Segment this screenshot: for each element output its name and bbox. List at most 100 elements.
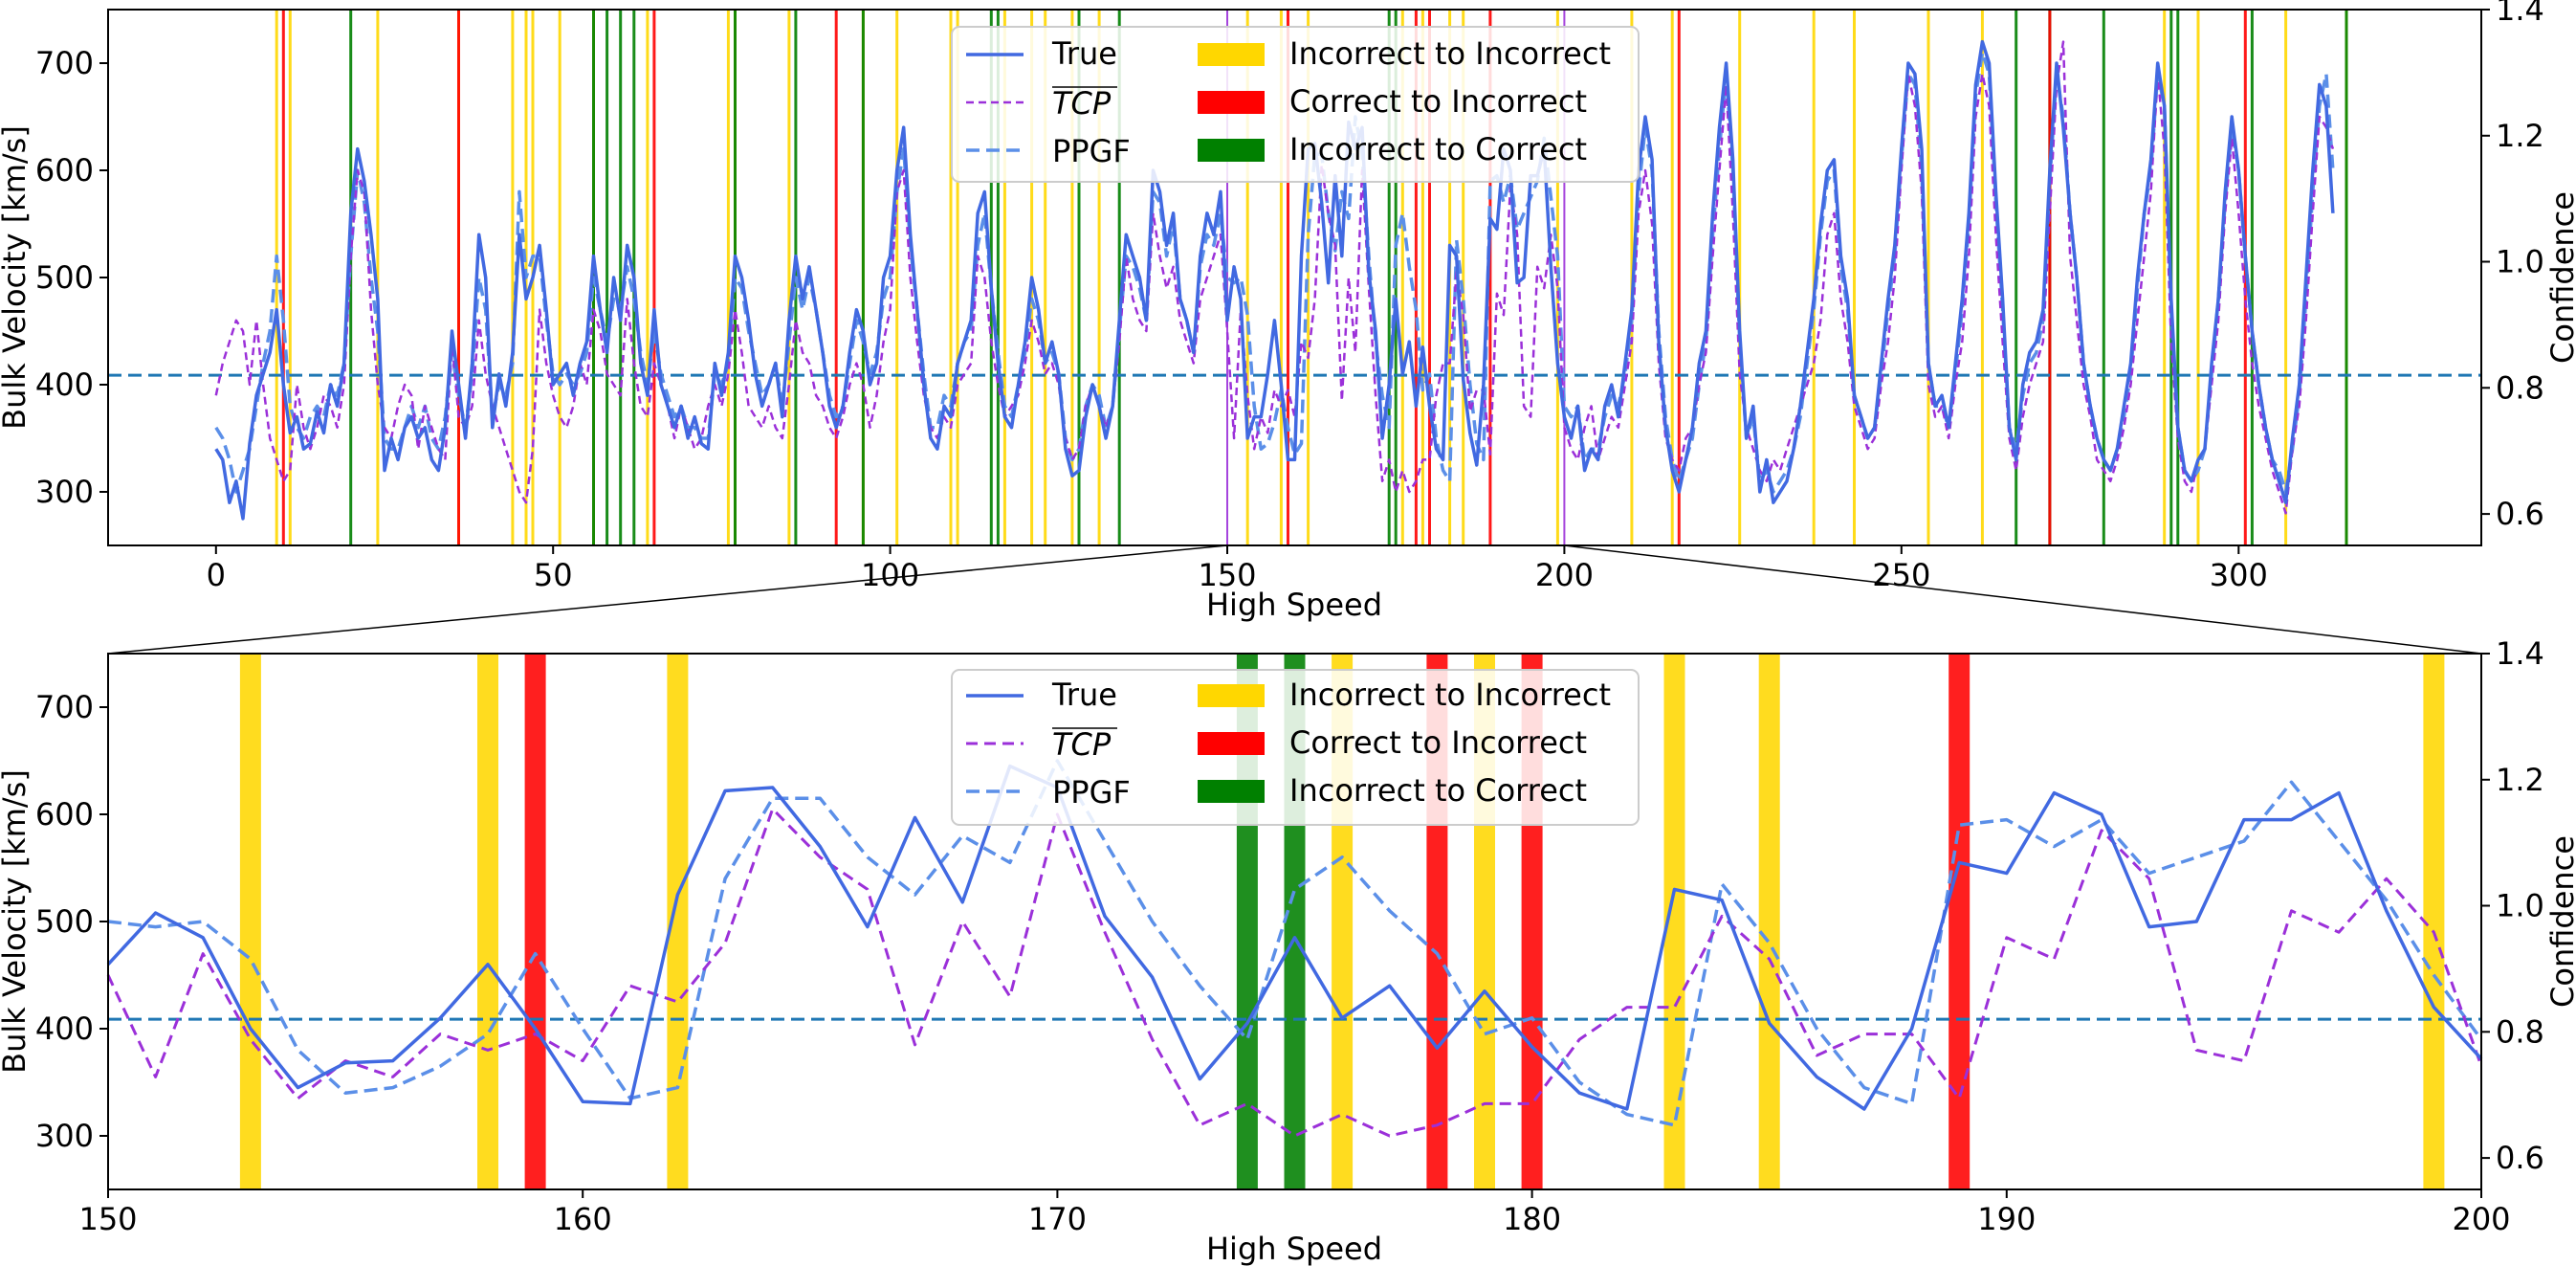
legend-swatch-yellow — [1198, 43, 1265, 66]
y-tick-label: 500 — [35, 903, 94, 940]
overview-y-axis-label: Bulk Velocity [km/s] — [0, 125, 33, 430]
y-tick-label: 300 — [35, 474, 94, 510]
y2-tick-label: 1.4 — [2496, 635, 2544, 672]
band-yellow — [1279, 10, 1283, 545]
band-red — [1428, 10, 1431, 545]
band-green — [1077, 10, 1081, 545]
y-tick-label: 400 — [35, 1011, 94, 1047]
band-yellow — [2196, 10, 2200, 545]
band-purple — [1563, 10, 1566, 545]
band-yellow — [726, 10, 730, 545]
band-red — [281, 10, 285, 545]
x-tick-label: 160 — [554, 1201, 612, 1237]
overview-legend: True TCP PPGF Incorrect to Incorrect Cor… — [951, 26, 1640, 183]
legend-label-true: True — [1051, 35, 1117, 72]
zoom-axes: 150 160 170 180 190 200 300 400 500 600 700 0.6 0.8 1… — [35, 635, 2544, 1237]
band-yellow — [956, 10, 959, 545]
x-tick-label: 0 — [207, 557, 226, 593]
overview-frame — [107, 9, 2482, 546]
band-yellow — [1420, 10, 1424, 545]
band-yellow — [376, 10, 380, 545]
y-tick-label: 600 — [35, 796, 94, 833]
band-green — [2015, 10, 2018, 545]
legend-label-red: Correct to Incorrect — [1289, 83, 1587, 120]
y-tick-label: 700 — [35, 689, 94, 725]
y2-tick-label: 0.6 — [2496, 1140, 2544, 1176]
band-yellow — [1307, 10, 1310, 545]
legend-label-green: Incorrect to Correct — [1289, 772, 1587, 809]
y-tick-label: 400 — [35, 366, 94, 403]
y2-tick-label: 0.8 — [2496, 1013, 2544, 1050]
series-line-tcp — [214, 40, 2335, 515]
x-tick-label: 50 — [534, 557, 573, 593]
overview-panel: 0 50 100 150 200 250 300 300 400 500 600 700 0.6 0.8 1… — [0, 0, 2576, 623]
series-line-ppgf — [107, 759, 2483, 1127]
zoom-y-axis-label: Bulk Velocity [km/s] — [0, 769, 33, 1074]
legend-label-ppgf: PPGF — [1052, 774, 1131, 811]
zoom-legend: True TCP PPGF Incorrect to Incorrect Cor… — [951, 669, 1640, 826]
band-red — [1949, 654, 1971, 1189]
overview-axes: 0 50 100 150 200 250 300 300 400 500 600 700 0.6 0.8 1… — [35, 0, 2544, 593]
legend-swatch-green — [1198, 139, 1265, 162]
band-red — [652, 10, 656, 545]
zoom-x-axis-label: High Speed — [1206, 1231, 1382, 1266]
y-tick-label: 700 — [35, 45, 94, 81]
zoom-series-lines — [106, 759, 2483, 1138]
band-yellow — [895, 10, 899, 545]
legend-label-yellow: Incorrect to Incorrect — [1289, 35, 1611, 72]
band-yellow — [667, 654, 689, 1189]
y2-tick-label: 1.2 — [2496, 118, 2544, 154]
band-green — [1387, 10, 1391, 545]
zoom-frame — [107, 653, 2482, 1190]
x-tick-label: 180 — [1503, 1201, 1561, 1237]
band-yellow — [1070, 10, 1074, 545]
legend-label-true: True — [1051, 677, 1117, 713]
x-tick-label: 200 — [2452, 1201, 2510, 1237]
band-yellow — [239, 654, 261, 1189]
zoom-y2-axis-label: Confidence — [2544, 835, 2576, 1008]
legend-box — [951, 26, 1640, 183]
band-yellow — [949, 10, 953, 545]
band-yellow — [477, 654, 498, 1189]
band-yellow — [2163, 10, 2167, 545]
band-yellow — [288, 10, 292, 545]
band-yellow — [1002, 10, 1006, 545]
x-tick-label: 150 — [1198, 557, 1256, 593]
band-yellow — [1663, 654, 1685, 1189]
band-green — [2102, 10, 2105, 545]
overview-x-axis-label: High Speed — [1206, 587, 1382, 623]
y2-tick-label: 1.4 — [2496, 0, 2544, 28]
series-line-true — [214, 39, 2335, 521]
y-tick-label: 500 — [35, 259, 94, 296]
y2-tick-label: 1.0 — [2496, 888, 2544, 924]
band-yellow — [1738, 10, 1742, 545]
x-tick-label: 150 — [78, 1201, 137, 1237]
band-red — [2048, 10, 2052, 545]
band-green — [605, 10, 609, 545]
band-yellow — [1980, 10, 1984, 545]
band-red — [1287, 10, 1289, 545]
series-line-tcp — [106, 807, 2483, 1138]
band-yellow — [1670, 10, 1674, 545]
x-tick-label: 300 — [2210, 557, 2268, 593]
band-green — [2250, 10, 2254, 545]
legend-swatch-green — [1198, 780, 1265, 803]
band-green — [2176, 10, 2180, 545]
band-yellow — [1812, 10, 1816, 545]
y2-tick-label: 0.6 — [2496, 496, 2544, 532]
legend-label-tcp: TCP — [1052, 85, 1112, 122]
band-yellow — [1758, 654, 1780, 1189]
legend-label-yellow: Incorrect to Incorrect — [1289, 677, 1611, 713]
band-red — [834, 10, 838, 545]
band-green — [1117, 10, 1121, 545]
zoom-connector-right — [1564, 544, 2482, 655]
band-green — [996, 10, 1000, 545]
y-tick-label: 600 — [35, 152, 94, 189]
zoom-panel: 150 160 170 180 190 200 300 400 500 600 700 0.6 0.8 1… — [0, 635, 2576, 1266]
overview-y2-axis-label: Confidence — [2544, 191, 2576, 364]
band-green — [2345, 10, 2348, 545]
series-line-true — [106, 764, 2483, 1111]
x-tick-label: 190 — [1977, 1201, 2036, 1237]
legend-swatch-yellow — [1198, 684, 1265, 707]
overview-series-lines — [214, 39, 2335, 521]
